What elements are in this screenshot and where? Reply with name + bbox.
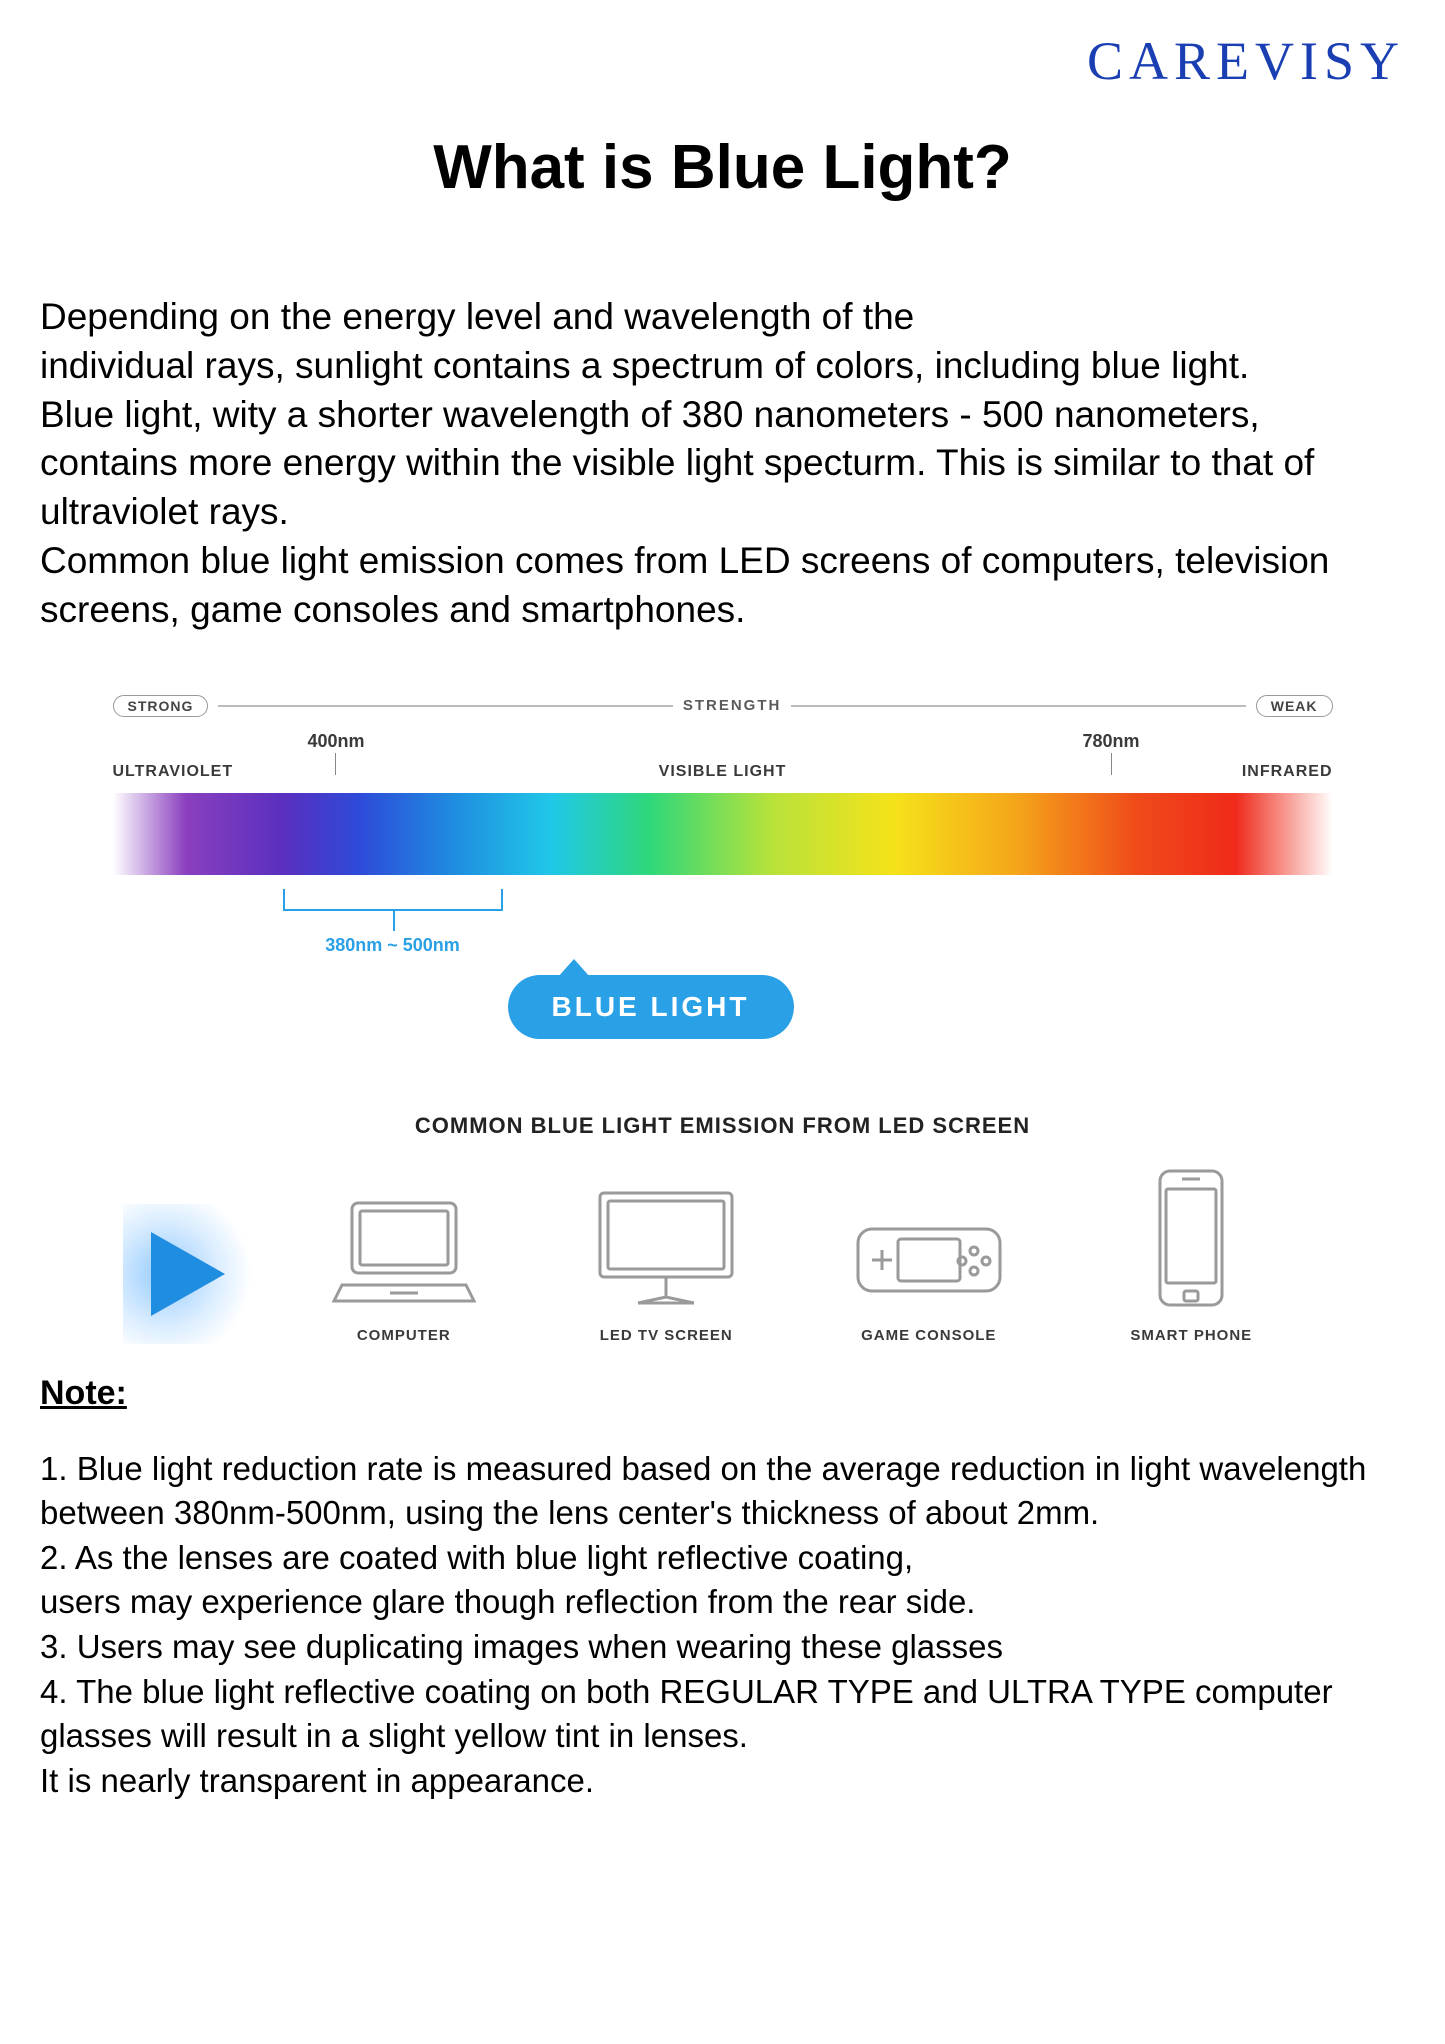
brand-logo: CAREVISY	[40, 30, 1405, 92]
blue-range-label: 380nm ~ 500nm	[283, 935, 503, 956]
smartphone-icon	[1136, 1165, 1246, 1315]
note-line-1: 2. As the lenses are coated with blue li…	[40, 1539, 913, 1576]
device-tv-label: LED TV SCREEN	[535, 1327, 798, 1344]
notes-body: 1. Blue light reduction rate is measured…	[40, 1447, 1405, 1803]
visible-label: VISIBLE LIGHT	[659, 763, 787, 781]
emission-heading: COMMON BLUE LIGHT EMISSION FROM LED SCRE…	[113, 1113, 1333, 1139]
blue-light-pill: BLUE LIGHT	[508, 975, 794, 1039]
note-line-5: It is nearly transparent in appearance.	[40, 1762, 594, 1799]
intro-line-2: Blue light, wity a shorter wavelength of…	[40, 394, 1314, 533]
intro-text: Depending on the energy level and wavele…	[40, 293, 1405, 635]
device-tv: LED TV SCREEN	[535, 1185, 798, 1344]
band-labels: ULTRAVIOLET VISIBLE LIGHT INFRARED	[113, 763, 1333, 785]
intro-line-3: Common blue light emission comes from LE…	[40, 540, 1329, 630]
note-heading: Note:	[40, 1374, 1405, 1413]
uv-label: ULTRAVIOLET	[113, 763, 234, 781]
nm-400-label: 400nm	[308, 731, 365, 752]
note-line-3: 3. Users may see duplicating images when…	[40, 1628, 1003, 1665]
axis-line-right	[791, 705, 1245, 707]
ir-label: INFRARED	[1242, 763, 1333, 781]
note-line-2: users may experience glare though reflec…	[40, 1583, 975, 1620]
strength-label: STRENGTH	[683, 697, 782, 714]
device-phone: SMART PHONE	[1060, 1165, 1323, 1344]
note-line-4: 4. The blue light reflective coating on …	[40, 1673, 1333, 1755]
note-line-0: 1. Blue light reduction rate is measured…	[40, 1450, 1366, 1532]
devices-row: COMPUTER LED TV SCREEN	[113, 1165, 1333, 1344]
strong-pill: STRONG	[113, 695, 209, 717]
nm-markers: 400nm 780nm	[113, 731, 1333, 757]
axis-line-left	[218, 705, 672, 707]
blue-light-callout: BLUE LIGHT	[113, 965, 1333, 1057]
device-phone-label: SMART PHONE	[1060, 1327, 1323, 1344]
game-console-icon	[844, 1205, 1014, 1315]
spectrum-gradient-bar	[113, 793, 1333, 875]
weak-pill: WEAK	[1256, 695, 1333, 717]
nm-780-label: 780nm	[1083, 731, 1140, 752]
intro-line-0: Depending on the energy level and wavele…	[40, 296, 914, 337]
device-console-label: GAME CONSOLE	[798, 1327, 1061, 1344]
device-computer-label: COMPUTER	[273, 1327, 536, 1344]
device-computer: COMPUTER	[273, 1195, 536, 1344]
spectrum-diagram: STRONG STRENGTH WEAK 400nm 780nm ULTRAVI…	[113, 685, 1333, 1344]
blue-range-bracket: 380nm ~ 500nm	[113, 889, 1333, 935]
tv-icon	[586, 1185, 746, 1315]
strength-axis: STRONG STRENGTH WEAK	[113, 695, 1333, 717]
page-title: What is Blue Light?	[40, 132, 1405, 203]
device-console: GAME CONSOLE	[798, 1205, 1061, 1344]
intro-line-1: individual rays, sunlight contains a spe…	[40, 345, 1249, 386]
blue-light-burst-icon	[123, 1204, 263, 1344]
laptop-icon	[324, 1195, 484, 1315]
